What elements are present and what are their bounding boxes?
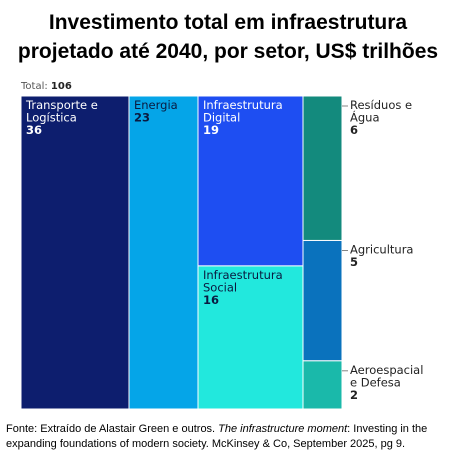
source-prefix: Fonte: Extraído de Alastair Green e outr… <box>6 423 219 435</box>
label-infraestrutura-digital: Infraestrutura Digital <box>203 98 283 125</box>
total-value: 106 <box>50 81 72 92</box>
label-infraestrutura-social: Infraestrutura Social <box>203 268 283 295</box>
value-energia: 23 <box>134 111 150 125</box>
chart-title: Investimento total em infraestrutura pro… <box>17 11 439 63</box>
tile-infraestrutura-social <box>197 265 304 410</box>
total-label: Total: 106 <box>21 81 72 92</box>
label-residuos-e-agua: Resíduos e Água <box>350 98 412 125</box>
value-residuos-e-agua: 6 <box>350 123 358 137</box>
tile-residuos-e-agua <box>302 95 343 241</box>
tile-agricultura <box>302 239 343 362</box>
value-infraestrutura-digital: 19 <box>203 123 219 137</box>
tile-infraestrutura-digital <box>197 95 304 267</box>
value-agricultura: 5 <box>350 255 358 269</box>
label-energia: Energia <box>134 98 178 112</box>
source-suffix: : Investing in the expanding foundations… <box>6 423 428 450</box>
label-transporte-e-logistica: Transporte e Logística <box>25 98 98 125</box>
tile-energia <box>128 95 199 410</box>
source-work: The infrastructure moment <box>218 423 348 435</box>
source-note: Fonte: Extraído de Alastair Green e outr… <box>6 422 454 452</box>
label-aeroespacial-e-defesa: Aeroespacial e Defesa <box>350 363 423 390</box>
tile-aeroespacial-e-defesa <box>302 360 343 410</box>
value-infraestrutura-social: 16 <box>203 293 219 307</box>
total-prefix: Total: <box>21 81 48 92</box>
value-aeroespacial-e-defesa: 2 <box>350 388 358 402</box>
tile-transporte-e-logistica <box>20 95 130 410</box>
value-transporte-e-logistica: 36 <box>26 123 42 137</box>
label-agricultura: Agricultura <box>350 242 413 256</box>
